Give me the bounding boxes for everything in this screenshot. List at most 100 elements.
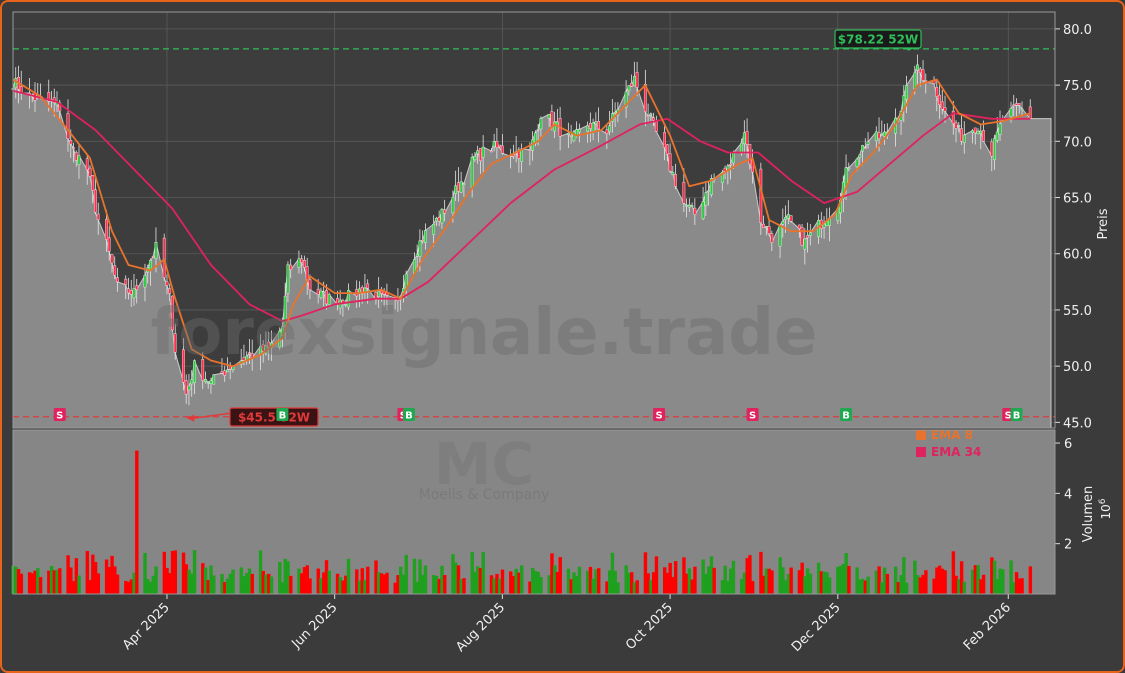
- marker-box: [1010, 408, 1023, 421]
- candle-body: [201, 359, 205, 381]
- marker-label: B: [405, 411, 413, 422]
- candle: [649, 112, 653, 122]
- legend-label: EMA 34: [931, 445, 981, 459]
- candle-body: [47, 92, 51, 102]
- volume-bar: [181, 552, 186, 594]
- volume-bar: [745, 558, 749, 594]
- volume-bar: [377, 572, 381, 594]
- candle: [586, 121, 590, 143]
- candle-body: [500, 145, 504, 154]
- candle-body: [748, 143, 752, 165]
- volume-bar: [608, 570, 612, 594]
- price-tick-label: 60.0: [1063, 248, 1092, 263]
- sell-marker: S: [53, 408, 66, 422]
- volume-bar: [341, 580, 345, 594]
- candle: [993, 134, 996, 170]
- volume-bar: [597, 568, 601, 594]
- volume-bar: [610, 552, 615, 594]
- volume-bar: [212, 575, 216, 594]
- candle-body: [960, 128, 963, 142]
- volume-bar: [184, 564, 189, 594]
- volume-bar: [126, 581, 131, 594]
- volume-bar: [693, 566, 697, 594]
- ticker-watermark: MC: [434, 430, 534, 498]
- volume-bar: [959, 561, 964, 594]
- volume-bar: [58, 568, 62, 594]
- candle-body: [943, 107, 947, 112]
- volume-bar: [957, 579, 961, 594]
- candle-body: [707, 190, 710, 192]
- volume-bar: [473, 571, 477, 594]
- volume-bar: [173, 550, 178, 594]
- volume-bar: [533, 570, 538, 594]
- candle: [693, 198, 697, 225]
- volume-bar: [91, 554, 95, 594]
- candle-body: [693, 207, 697, 215]
- volume-bar: [662, 567, 667, 594]
- candle: [762, 215, 765, 229]
- volume-bar: [998, 568, 1002, 594]
- volume-bar: [940, 568, 945, 594]
- ema8-line: [12, 78, 1031, 368]
- legend-label: EMA 8: [931, 428, 973, 442]
- volume-bar: [877, 566, 881, 594]
- candle-body: [434, 218, 438, 222]
- volume-bar: [247, 568, 252, 594]
- candle-body: [492, 141, 496, 147]
- candle: [951, 101, 955, 135]
- candle: [473, 152, 477, 163]
- candle-body: [300, 258, 304, 263]
- volume-bar: [539, 577, 543, 594]
- candle-body: [443, 209, 447, 214]
- volume-bar: [308, 578, 312, 594]
- volume-bar: [335, 573, 340, 594]
- volume-bar: [764, 568, 769, 594]
- candle: [132, 274, 136, 306]
- date-tick-label: Oct 2025: [623, 600, 676, 653]
- candle-body: [481, 146, 485, 158]
- volume-bar: [476, 566, 480, 594]
- candle: [940, 90, 944, 115]
- candle-body: [363, 287, 367, 292]
- volume-bar: [728, 568, 733, 594]
- candle: [957, 122, 961, 133]
- candle-body: [77, 155, 81, 165]
- volume-bar: [981, 574, 986, 594]
- candle: [935, 80, 939, 112]
- volume-bar: [651, 572, 656, 594]
- marker-label: B: [279, 411, 287, 422]
- volume-bar: [783, 580, 788, 594]
- ema34-line: [12, 89, 1031, 323]
- volume-bar: [489, 575, 494, 594]
- volume-bar: [808, 573, 813, 594]
- candle-body: [105, 219, 108, 240]
- candle-body: [916, 64, 919, 71]
- candle: [184, 374, 188, 404]
- candle: [943, 95, 947, 123]
- candle: [627, 85, 631, 96]
- volume-bar: [305, 565, 309, 594]
- volume-bar: [382, 574, 386, 594]
- volume-bar: [242, 576, 246, 594]
- date-tick-label: Aug 2025: [453, 600, 508, 655]
- volume-bar: [750, 581, 755, 594]
- volume-bar: [990, 557, 994, 594]
- candle: [300, 254, 304, 274]
- volume-bar: [228, 573, 232, 594]
- volume-bar: [267, 573, 271, 594]
- volume-bar: [151, 575, 156, 594]
- candle: [135, 278, 139, 304]
- candle-body: [286, 264, 290, 294]
- candle: [577, 123, 581, 143]
- candle-body: [303, 260, 306, 268]
- volume-bar: [399, 566, 403, 594]
- volume-bar: [566, 568, 571, 594]
- candle-body: [649, 113, 653, 116]
- volume-bar: [319, 578, 323, 594]
- candle-body: [608, 125, 612, 132]
- candle: [704, 181, 708, 217]
- candle-body: [454, 185, 458, 194]
- volume-bar: [209, 565, 213, 594]
- volume-bar: [385, 572, 389, 594]
